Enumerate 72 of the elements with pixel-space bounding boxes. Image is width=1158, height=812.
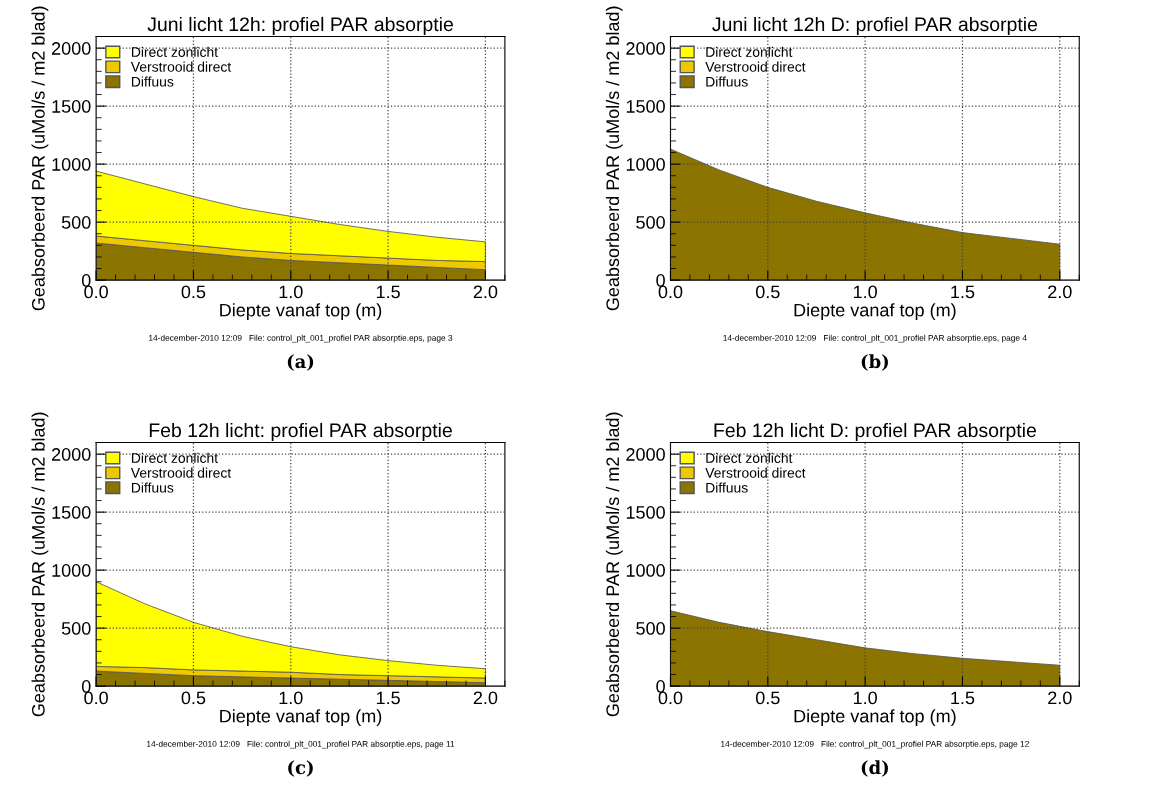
x-tick-label: 0.0 (658, 691, 683, 705)
legend-label: Diffuus (131, 76, 174, 87)
y-axis-title: Geabsorbeerd PAR (uMol/s / m2 blad) (605, 412, 623, 717)
legend-label: Direct zonlicht (131, 452, 218, 463)
x-tick-label: 2.0 (1048, 691, 1072, 705)
x-tick-label: 0.0 (658, 285, 683, 299)
chart-title: Juni licht 12h D: profiel PAR absorptie (712, 16, 1038, 36)
legend-label: Direct zonlicht (706, 452, 793, 463)
x-tick-label: 0.5 (755, 691, 780, 705)
y-axis-title: Geabsorbeerd PAR (uMol/s / m2 blad) (31, 6, 49, 311)
y-tick-label: 0 (656, 680, 665, 693)
y-tick-label: 500 (636, 216, 665, 229)
y-tick-label: 1000 (626, 158, 665, 171)
y-tick-label: 1500 (626, 506, 665, 519)
x-tick-label: 1.0 (279, 691, 303, 705)
chart-title: Feb 12h licht D: profiel PAR absorptie (714, 422, 1036, 442)
x-tick-label: 0.0 (84, 691, 108, 705)
y-axis-title: Geabsorbeerd PAR (uMol/s / m2 blad) (605, 6, 623, 311)
y-tick-label: 1000 (52, 158, 91, 171)
x-tick-label: 0.5 (181, 285, 206, 299)
x-axis-title: Diepte vanaf top (m) (794, 709, 956, 727)
y-tick-label: 1000 (52, 564, 91, 577)
text: 14-december-2010 12:09 File: control_plt_001_profiel PAR absorptie.eps, page 3 (149, 334, 453, 343)
y-tick-label: 500 (636, 622, 665, 635)
text: (c) (288, 760, 313, 777)
x-tick-label: 1.0 (853, 691, 877, 705)
y-axis-title: Geabsorbeerd PAR (uMol/s / m2 blad) (31, 412, 49, 717)
y-tick-label: 500 (61, 216, 91, 229)
x-tick-label: 0.0 (84, 285, 108, 299)
x-tick-label: 2.0 (473, 285, 498, 299)
x-tick-label: 1.5 (951, 691, 975, 705)
x-tick-label: 2.0 (473, 691, 498, 705)
x-tick-label: 1.5 (376, 691, 400, 705)
y-tick-label: 2000 (626, 448, 665, 461)
legend-label: Diffuus (706, 76, 748, 87)
y-tick-label: 2000 (52, 448, 91, 461)
x-tick-label: 1.5 (376, 285, 400, 299)
y-tick-label: 2000 (626, 42, 665, 55)
x-tick-label: 1.5 (951, 285, 975, 299)
y-tick-label: 0 (81, 274, 91, 287)
text: (a) (287, 354, 314, 371)
x-tick-label: 1.0 (853, 285, 877, 299)
text: (d) (861, 760, 889, 777)
x-tick-label: 2.0 (1048, 285, 1072, 299)
legend-label: Verstrooid direct (705, 467, 806, 478)
text: (b) (861, 354, 889, 371)
x-axis-title: Diepte vanaf top (m) (220, 303, 382, 321)
y-tick-label: 500 (61, 622, 91, 635)
text: 14-december-2010 12:09 File: control_plt_001_profiel PAR absorptie.eps, page 11 (147, 740, 455, 749)
legend-label: Diffuus (706, 482, 748, 493)
y-tick-label: 1500 (626, 100, 665, 113)
y-tick-label: 0 (656, 274, 665, 287)
text: 14-december-2010 12:09 File: control_plt_001_profiel PAR absorptie.eps, page 12 (721, 740, 1029, 749)
text: 14-december-2010 12:09 File: control_plt_001_profiel PAR absorptie.eps, page 4 (723, 334, 1027, 343)
x-axis-title: Diepte vanaf top (m) (794, 303, 956, 321)
legend-label: Direct zonlicht (131, 46, 218, 57)
y-tick-label: 0 (81, 680, 91, 693)
legend-label: Diffuus (131, 482, 174, 493)
y-tick-label: 1500 (52, 506, 91, 519)
legend-label: Verstrooid direct (130, 61, 232, 72)
legend-label: Verstrooid direct (130, 467, 232, 478)
legend-label: Verstrooid direct (705, 61, 806, 72)
y-tick-label: 1000 (626, 564, 665, 577)
x-tick-label: 0.5 (181, 691, 206, 705)
y-tick-label: 2000 (52, 42, 91, 55)
chart-title: Juni licht 12h: profiel PAR absorptie (147, 16, 453, 36)
chart-title: Feb 12h licht: profiel PAR absorptie (149, 422, 452, 442)
x-axis-title: Diepte vanaf top (m) (220, 709, 382, 727)
x-tick-label: 1.0 (279, 285, 303, 299)
x-tick-label: 0.5 (755, 285, 780, 299)
y-tick-label: 1500 (52, 100, 91, 113)
legend-label: Direct zonlicht (706, 46, 793, 57)
